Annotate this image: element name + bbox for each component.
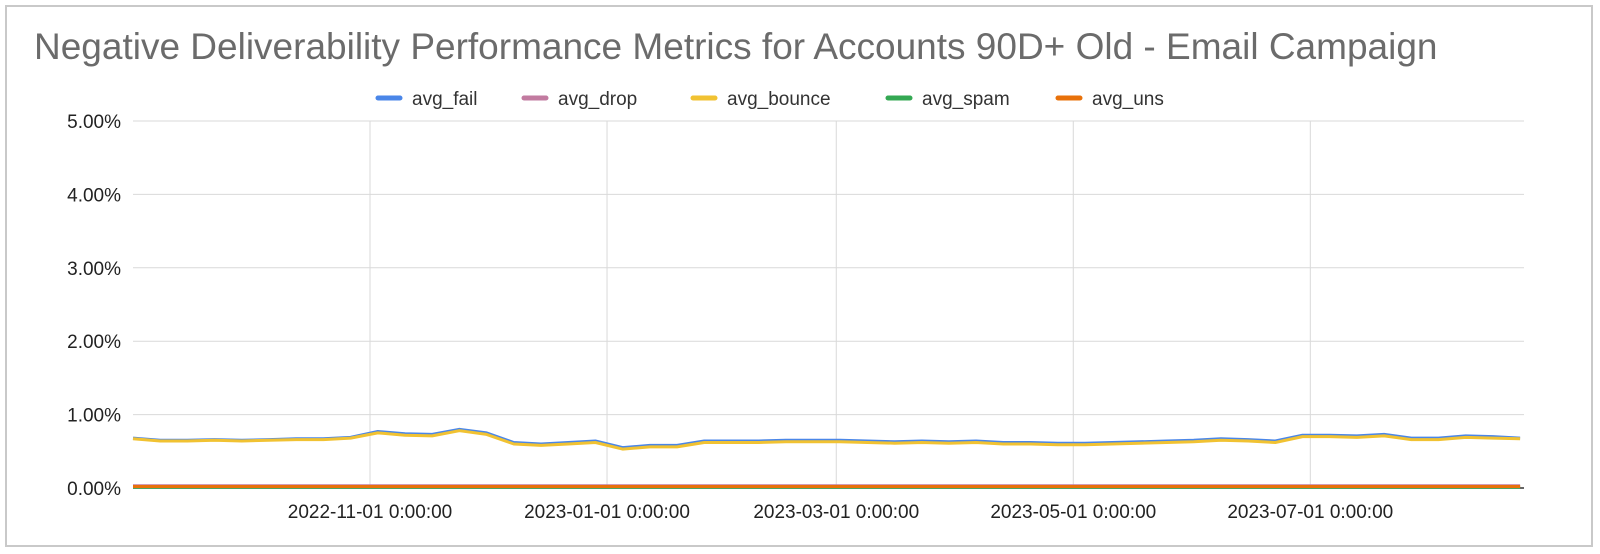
- x-tick-label: 2022-11-01 0:00:00: [288, 502, 452, 523]
- y-tick-label: 2.00%: [67, 332, 121, 353]
- legend-label-avg-spam: avg_spam: [922, 89, 1010, 110]
- x-tick-label: 2023-03-01 0:00:00: [753, 502, 919, 523]
- grid-lines: [133, 120, 1524, 489]
- legend-label-avg-bounce: avg_bounce: [727, 89, 831, 110]
- y-tick-label: 0.00%: [67, 479, 121, 500]
- legend: avg_fail avg_drop avg_bounce avg_spam avg_un…: [375, 89, 1164, 110]
- x-tick-label: 2023-01-01 0:00:00: [524, 502, 690, 523]
- series-lines: [132, 427, 1521, 489]
- legend-label-avg-uns: avg_uns: [1092, 89, 1164, 110]
- y-tick-label: 5.00%: [67, 112, 121, 133]
- y-tick-label: 1.00%: [67, 406, 121, 427]
- legend-label-avg-drop: avg_drop: [558, 89, 637, 110]
- x-axis-ticks: 2022-11-01 0:00:00 2023-01-01 0:00:00 2023…: [288, 502, 1393, 523]
- chart-frame: [5, 5, 1593, 547]
- y-axis-ticks: 0.00% 1.00% 2.00% 3.00% 4.00% 5.00%: [67, 112, 121, 500]
- y-tick-label: 4.00%: [67, 185, 121, 206]
- legend-label-avg-fail: avg_fail: [412, 89, 478, 110]
- series-line-avg-bounce: [132, 429, 1521, 451]
- y-tick-label: 3.00%: [67, 259, 121, 280]
- x-tick-label: 2023-05-01 0:00:00: [990, 502, 1156, 523]
- x-tick-label: 2023-07-01 0:00:00: [1227, 502, 1393, 523]
- chart-title: Negative Deliverability Performance Metr…: [34, 26, 1438, 67]
